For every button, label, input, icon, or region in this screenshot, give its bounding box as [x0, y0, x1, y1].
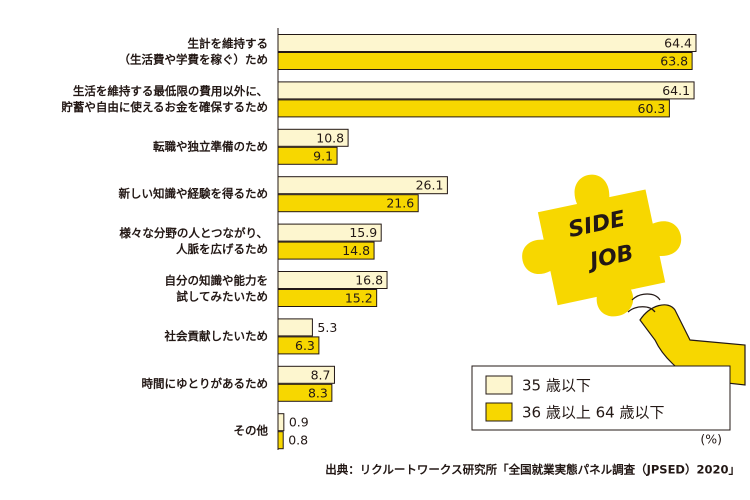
puzzle-piece — [522, 174, 682, 317]
value-label: 63.8 — [660, 54, 688, 69]
category-label: その他 — [234, 424, 269, 438]
hand — [639, 304, 746, 386]
value-label: 15.2 — [345, 291, 373, 306]
value-label: 26.1 — [416, 178, 444, 193]
legend-swatch — [485, 375, 513, 395]
value-label: 5.3 — [317, 320, 337, 335]
category-label: 試してみたいため — [176, 290, 268, 304]
value-label: 60.3 — [638, 101, 666, 116]
hand-fingers — [627, 293, 661, 313]
category-label: 社会貢献したいため — [164, 329, 269, 343]
value-label: 0.9 — [289, 415, 309, 430]
bar — [277, 128, 349, 147]
unit-label: (%) — [700, 432, 722, 447]
value-label: 21.6 — [386, 196, 414, 211]
bar — [277, 289, 378, 307]
category-label: 転職や独立準備のため — [153, 139, 268, 153]
category-label: 新しい知識や経験を得るため — [119, 187, 269, 201]
value-label: 8.7 — [311, 367, 331, 382]
bar — [277, 336, 320, 355]
bar — [277, 431, 284, 450]
value-label: 15.9 — [349, 225, 377, 240]
bar — [277, 81, 695, 100]
value-label: 0.8 — [288, 433, 308, 448]
value-label: 6.3 — [295, 338, 315, 353]
bar — [277, 383, 333, 402]
category-label: 人脈を広げるため — [176, 242, 268, 256]
category-label: 貯蓄や自由に使えるお金を確保するため — [61, 100, 268, 114]
bar — [277, 318, 313, 337]
category-label: 生活を維持する最低限の費用以外に、 — [73, 84, 268, 98]
bar — [277, 194, 419, 213]
bar — [277, 176, 448, 195]
bar — [277, 413, 285, 432]
category-label: 生計を維持する — [188, 37, 269, 51]
value-label: 14.8 — [342, 243, 370, 258]
value-label: 64.4 — [664, 36, 692, 51]
bar — [277, 223, 382, 242]
value-label: 8.3 — [308, 385, 328, 400]
bar — [277, 34, 697, 52]
category-label: 時間にゆとりがあるため — [142, 376, 269, 390]
bar — [277, 99, 670, 118]
category-label: 自分の知識や能力を — [165, 274, 269, 288]
bar — [277, 271, 388, 289]
category-label: 様々な分野の人とつながり、 — [119, 226, 268, 240]
bar — [277, 241, 375, 260]
legend-swatch — [485, 402, 513, 422]
illustration: SIDE JOB — [522, 174, 682, 317]
value-label: 16.8 — [355, 273, 383, 288]
legend-label: 36 歳以上 64 歳以下 — [522, 404, 664, 422]
category-label: （生活費や学費を稼ぐ）ため — [119, 53, 269, 67]
bar — [277, 146, 338, 165]
source: 出典：リクルートワークス研究所「全国就業実態パネル調査（JPSED）2020」 — [325, 463, 740, 477]
bar — [277, 52, 693, 70]
legend-box — [471, 365, 731, 431]
value-label: 10.8 — [316, 130, 344, 145]
value-label: 64.1 — [662, 83, 690, 98]
bar — [277, 365, 335, 384]
value-label: 9.1 — [313, 148, 333, 163]
legend-label: 35 歳以下 — [522, 377, 591, 395]
